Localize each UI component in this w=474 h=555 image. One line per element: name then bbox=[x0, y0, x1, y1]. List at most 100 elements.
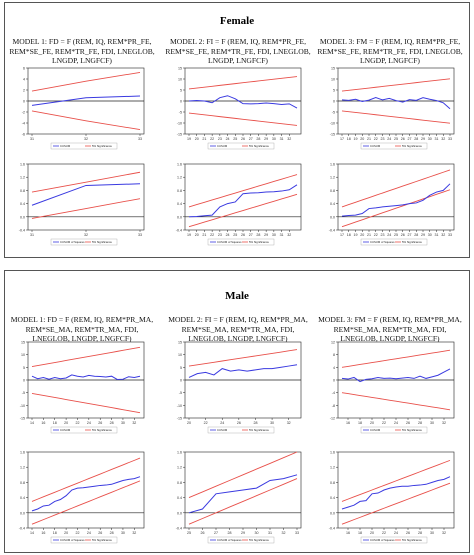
panel-title-female: Female bbox=[219, 15, 255, 27]
x-tick-label: 33 bbox=[448, 233, 452, 237]
x-tick-label: 24 bbox=[226, 137, 230, 141]
x-tick-label: 28 bbox=[418, 531, 422, 535]
y-tick-label: -6 bbox=[22, 133, 25, 137]
y-tick-label: 1.6 bbox=[177, 163, 182, 167]
x-tick-label: 25 bbox=[233, 137, 237, 141]
y-tick-label: -15 bbox=[177, 417, 182, 421]
plot-frame bbox=[337, 163, 455, 231]
x-tick-label: 28 bbox=[110, 421, 114, 425]
legend-label-significance: 5% Significance bbox=[249, 428, 269, 432]
significance-upper-line bbox=[31, 171, 141, 193]
x-tick-label: 18 bbox=[53, 421, 57, 425]
x-tick-label: 16 bbox=[346, 531, 350, 535]
y-tick-label: 0.4 bbox=[330, 496, 335, 500]
y-tick-label: -4 bbox=[332, 391, 335, 395]
y-tick-label: -5 bbox=[179, 111, 182, 115]
x-tick-label: 22 bbox=[374, 233, 378, 237]
x-tick-label: 20 bbox=[195, 233, 199, 237]
y-tick-label: 0 bbox=[180, 379, 182, 383]
y-tick-label: 5 bbox=[23, 366, 25, 370]
x-tick-label: 32 bbox=[282, 531, 286, 535]
x-tick-label: 31 bbox=[268, 531, 272, 535]
x-tick-label: 22 bbox=[374, 137, 378, 141]
x-tick-label: 26 bbox=[401, 233, 405, 237]
legend-label-main: CUSUM of Squares bbox=[217, 240, 242, 244]
x-tick-label: 26 bbox=[237, 421, 241, 425]
x-tick-label: 18 bbox=[358, 531, 362, 535]
x-tick-label: 29 bbox=[241, 531, 245, 535]
y-tick-label: -0.4 bbox=[329, 229, 335, 233]
y-tick-label: 0.8 bbox=[20, 189, 25, 193]
significance-lower-line bbox=[31, 110, 141, 131]
significance-lower-line bbox=[31, 392, 141, 414]
y-tick-label: 1.2 bbox=[177, 176, 182, 180]
cusum-line bbox=[188, 474, 298, 514]
x-tick-label: 20 bbox=[360, 233, 364, 237]
x-tick-label: 19 bbox=[354, 137, 358, 141]
x-tick-label: 22 bbox=[75, 531, 79, 535]
x-tick-label: 33 bbox=[138, 233, 142, 237]
significance-upper-line bbox=[188, 76, 298, 90]
model-label-male-2: MODEL 2: FI = F (REM, IQ, REM*PR_MA, REM… bbox=[168, 315, 308, 343]
y-tick-label: -12 bbox=[330, 417, 335, 421]
x-tick-label: 32 bbox=[441, 233, 445, 237]
x-tick-label: 16 bbox=[41, 531, 45, 535]
cusum-line bbox=[31, 95, 141, 106]
cusum-line bbox=[341, 96, 451, 110]
y-tick-label: 10 bbox=[21, 353, 25, 357]
x-tick-label: 27 bbox=[249, 137, 253, 141]
y-tick-label: -5 bbox=[179, 391, 182, 395]
y-tick-label: 0 bbox=[23, 379, 25, 383]
panel-title-male: Male bbox=[225, 290, 249, 302]
legend-label-main: CUSUM bbox=[217, 144, 228, 148]
legend-label-main: CUSUM of Squares bbox=[370, 538, 395, 542]
significance-lower-line bbox=[341, 482, 451, 525]
x-tick-label: 21 bbox=[202, 137, 206, 141]
x-tick-label: 26 bbox=[98, 421, 102, 425]
x-tick-label: 20 bbox=[195, 137, 199, 141]
legend-label-significance: 5% Significance bbox=[402, 538, 422, 542]
cusum-line bbox=[31, 476, 141, 512]
y-tick-label: 0.8 bbox=[330, 481, 335, 485]
legend-box bbox=[207, 238, 275, 246]
y-tick-label: 1.2 bbox=[20, 176, 25, 180]
significance-lower-line bbox=[341, 110, 451, 124]
x-tick-label: 30 bbox=[121, 421, 125, 425]
legend-box bbox=[207, 426, 275, 434]
x-tick-label: 33 bbox=[138, 137, 142, 141]
x-tick-label: 29 bbox=[264, 137, 268, 141]
chart-female-m1-cusumsq: 1.6 1.2 0.8 0.4 0.0 -0.4 31 32 33 CUSUM of Square… bbox=[19, 163, 145, 246]
cusum-line bbox=[341, 368, 451, 383]
x-tick-label: 19 bbox=[354, 233, 358, 237]
y-tick-label: 0 bbox=[333, 100, 335, 104]
cusum-line bbox=[31, 374, 141, 380]
y-tick-label: -0.4 bbox=[19, 527, 25, 531]
y-tick-label: -10 bbox=[20, 404, 25, 408]
x-tick-label: 32 bbox=[132, 531, 136, 535]
legend-label-main: CUSUM of Squares bbox=[370, 240, 395, 244]
y-tick-label: -0.4 bbox=[176, 229, 182, 233]
y-tick-label: -0.4 bbox=[329, 527, 335, 531]
legend-label-main: CUSUM of Squares bbox=[60, 538, 85, 542]
y-tick-label: -0.4 bbox=[176, 527, 182, 531]
legend-box bbox=[360, 426, 428, 434]
x-tick-label: 29 bbox=[421, 233, 425, 237]
y-tick-label: 5 bbox=[180, 89, 182, 93]
x-tick-label: 32 bbox=[287, 233, 291, 237]
y-tick-label: 15 bbox=[178, 67, 182, 71]
x-tick-label: 30 bbox=[121, 531, 125, 535]
significance-upper-line bbox=[341, 78, 451, 92]
model-label-female-2: MODEL 2: FI = F (REM, IQ, REM*PR_FE, REM… bbox=[165, 37, 311, 65]
y-tick-label: 10 bbox=[331, 78, 335, 82]
y-tick-label: -10 bbox=[177, 122, 182, 126]
x-tick-label: 30 bbox=[272, 137, 276, 141]
y-tick-label: 0.0 bbox=[20, 511, 25, 515]
x-tick-label: 30 bbox=[428, 137, 432, 141]
legend-label-significance: 5% Significance bbox=[402, 428, 422, 432]
y-tick-label: -0.4 bbox=[19, 229, 25, 233]
significance-upper-line bbox=[31, 346, 141, 368]
legend-label-main: CUSUM of Squares bbox=[60, 240, 85, 244]
legend-box bbox=[50, 426, 118, 434]
x-tick-label: 17 bbox=[340, 233, 344, 237]
